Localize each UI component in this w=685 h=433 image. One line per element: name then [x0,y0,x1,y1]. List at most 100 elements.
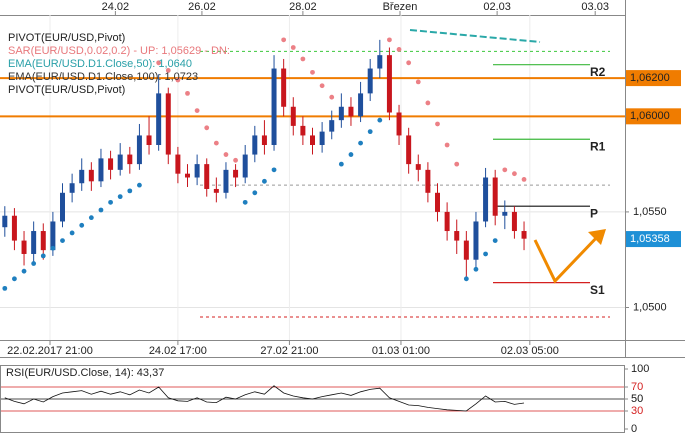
candle-body [127,154,133,165]
sar-dot [233,157,238,163]
candle-body [502,211,508,216]
rsi-tick-label: 0 [631,423,637,433]
sar-dot [223,152,229,157]
candle-body [233,169,239,178]
candle-body [165,93,171,155]
sar-dot [348,152,354,157]
sar-dot [396,47,402,52]
candle-body [492,177,498,216]
x-tick-label: 02.03 05:00 [501,345,559,357]
rsi-tick-label: 70 [631,381,643,393]
price-level-label: 1,06000 [630,110,670,122]
candle-body [415,164,421,170]
candle-body [348,106,354,117]
sar-dot [127,188,133,194]
candle-body [281,68,287,107]
candle-body [50,221,56,251]
y-tick-label: 1,0550 [633,206,667,218]
sar-dot [463,276,469,282]
candle-body [204,164,210,189]
sar-dot [252,190,258,196]
sar-dot [242,199,248,205]
candle-body [300,125,306,136]
price-level-box [626,70,681,87]
candle-body [329,120,335,132]
sar-dot [473,266,479,272]
candle-body [483,177,489,222]
sar-dot [79,222,85,228]
pivot-label: P [590,206,598,220]
sar-dot [300,56,306,62]
price-level-label: 1,05358 [630,233,670,245]
sar-dot [165,68,171,73]
sar-dot [415,79,421,85]
candle-body [146,135,152,145]
legend-text: PIVOT(EUR/USD,Pivot) [8,32,125,44]
sar-dot [156,60,162,66]
sar-dot [444,142,450,148]
candle-body [367,68,373,94]
sar-dot [483,251,488,257]
sar-dot [319,83,325,89]
x-tick-label: 28.02 [289,1,317,13]
candle-body [69,183,75,193]
candle-body [290,106,296,126]
sar-dot [12,276,17,282]
x-tick-label: 02.03 [483,1,511,13]
sar-dot [290,45,296,50]
arrow-head [588,229,606,245]
sar-dot [329,94,335,100]
sar-dot [69,230,75,236]
y-tick-label: 1,0500 [633,301,667,313]
sar-dot [2,285,8,291]
candle-body [31,231,37,254]
sar-dot [310,69,315,75]
x-tick-label: 03.03 [581,1,609,13]
price-level-box [626,108,681,125]
x-tick-label: Březen [383,1,418,13]
trend-line [409,29,541,43]
legend-text: SAR(EUR/USD,0.02,0.2) - UP: 1,05629 - DN… [8,45,230,57]
candle-body [310,135,315,145]
candle-body [213,188,219,193]
candle-body [185,173,190,178]
x-tick-label: 24.02 17:00 [149,345,207,357]
candle-body [242,154,248,178]
x-tick-label: 01.03 01:00 [372,345,430,357]
sar-dot [204,125,210,131]
legend-text: EMA(EUR/USD.D1.Close,50): 1,0640 [8,58,192,70]
candle-body [252,135,258,155]
forecast-arrow [533,232,602,284]
candle-body [425,169,431,193]
sar-dot [108,199,113,205]
sar-dot [425,100,431,106]
sar-dot [213,140,219,146]
sar-dot [50,245,56,251]
price-level-box [626,231,681,248]
legend-text: PIVOT(EUR/USD,Pivot) [8,84,125,96]
x-tick-label: 26.02 [188,1,216,13]
sar-dot [262,178,267,184]
sar-dot [502,167,508,173]
sar-dot [512,171,517,177]
candle-body [358,93,364,117]
candle-body [444,211,450,232]
x-tick-label: 27.02 21:00 [260,345,318,357]
sar-dot [521,177,527,182]
sar-dot [435,121,440,127]
candle-body [79,169,85,184]
price-level-label: 1,06200 [630,72,670,84]
sar-dot [60,238,65,243]
sar-dot [40,253,46,259]
candle-body [88,169,94,182]
candle-body [435,192,440,212]
sar-dot [185,90,190,96]
x-tick-label: 24.02 [102,1,130,13]
rsi-tick-label: 50 [631,393,643,405]
candle-body [117,154,123,170]
candle-body [98,158,104,182]
sar-dot [338,161,344,167]
